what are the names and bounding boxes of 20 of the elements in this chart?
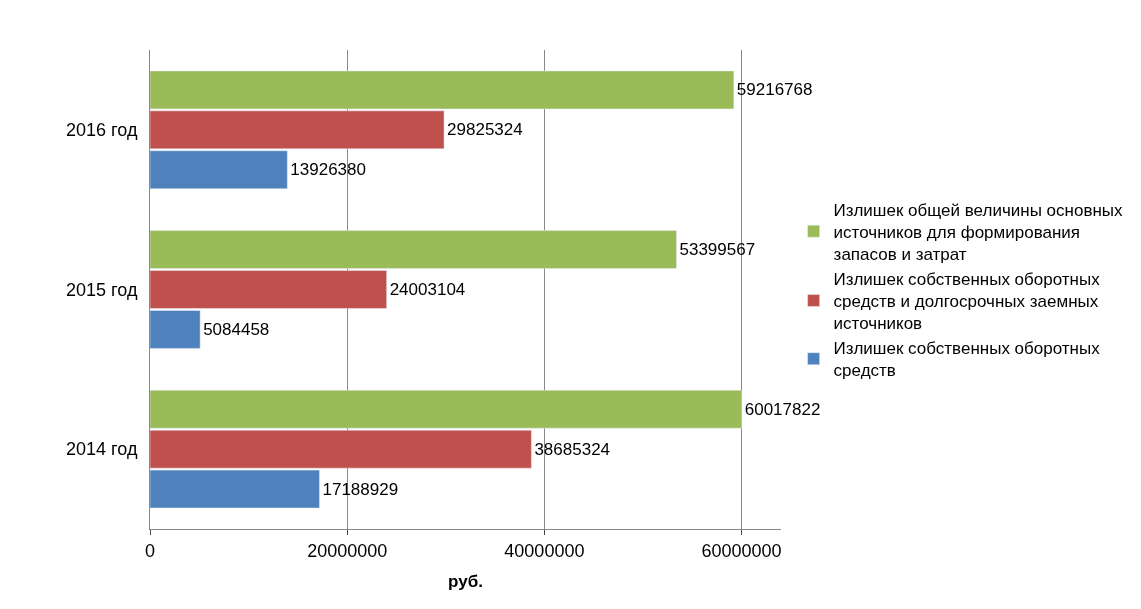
data-label: 53399567 — [679, 240, 756, 260]
y-tick-label: 2014 год — [66, 439, 138, 460]
data-label: 59216768 — [736, 80, 813, 100]
x-tick-label: 0 — [144, 540, 156, 561]
x-tick-label: 40000000 — [504, 540, 585, 561]
data-label: 38685324 — [534, 439, 611, 459]
x-tick-label: 60000000 — [701, 540, 782, 561]
legend-label: Излишек общей величины основных источников для формирования запасов и затрат — [833, 200, 1124, 264]
data-label: 29825324 — [447, 120, 523, 140]
data-label: 5084458 — [203, 319, 270, 339]
data-label: 60017822 — [744, 399, 821, 419]
legend-label: Излишек собственных оборотных средств и долгосрочных заемных источников — [833, 269, 1101, 334]
data-label: 13926380 — [290, 160, 366, 180]
data-label: 17188929 — [322, 479, 399, 499]
y-tick-label: 2016 год — [66, 120, 138, 141]
y-tick-label: 2015 год — [66, 279, 138, 300]
x-axis-title: руб. — [448, 572, 483, 591]
legend-label: Излишек собственных оборотных средств — [833, 339, 1101, 381]
data-label: 24003104 — [389, 280, 466, 299]
x-tick-label: 20000000 — [307, 540, 388, 561]
